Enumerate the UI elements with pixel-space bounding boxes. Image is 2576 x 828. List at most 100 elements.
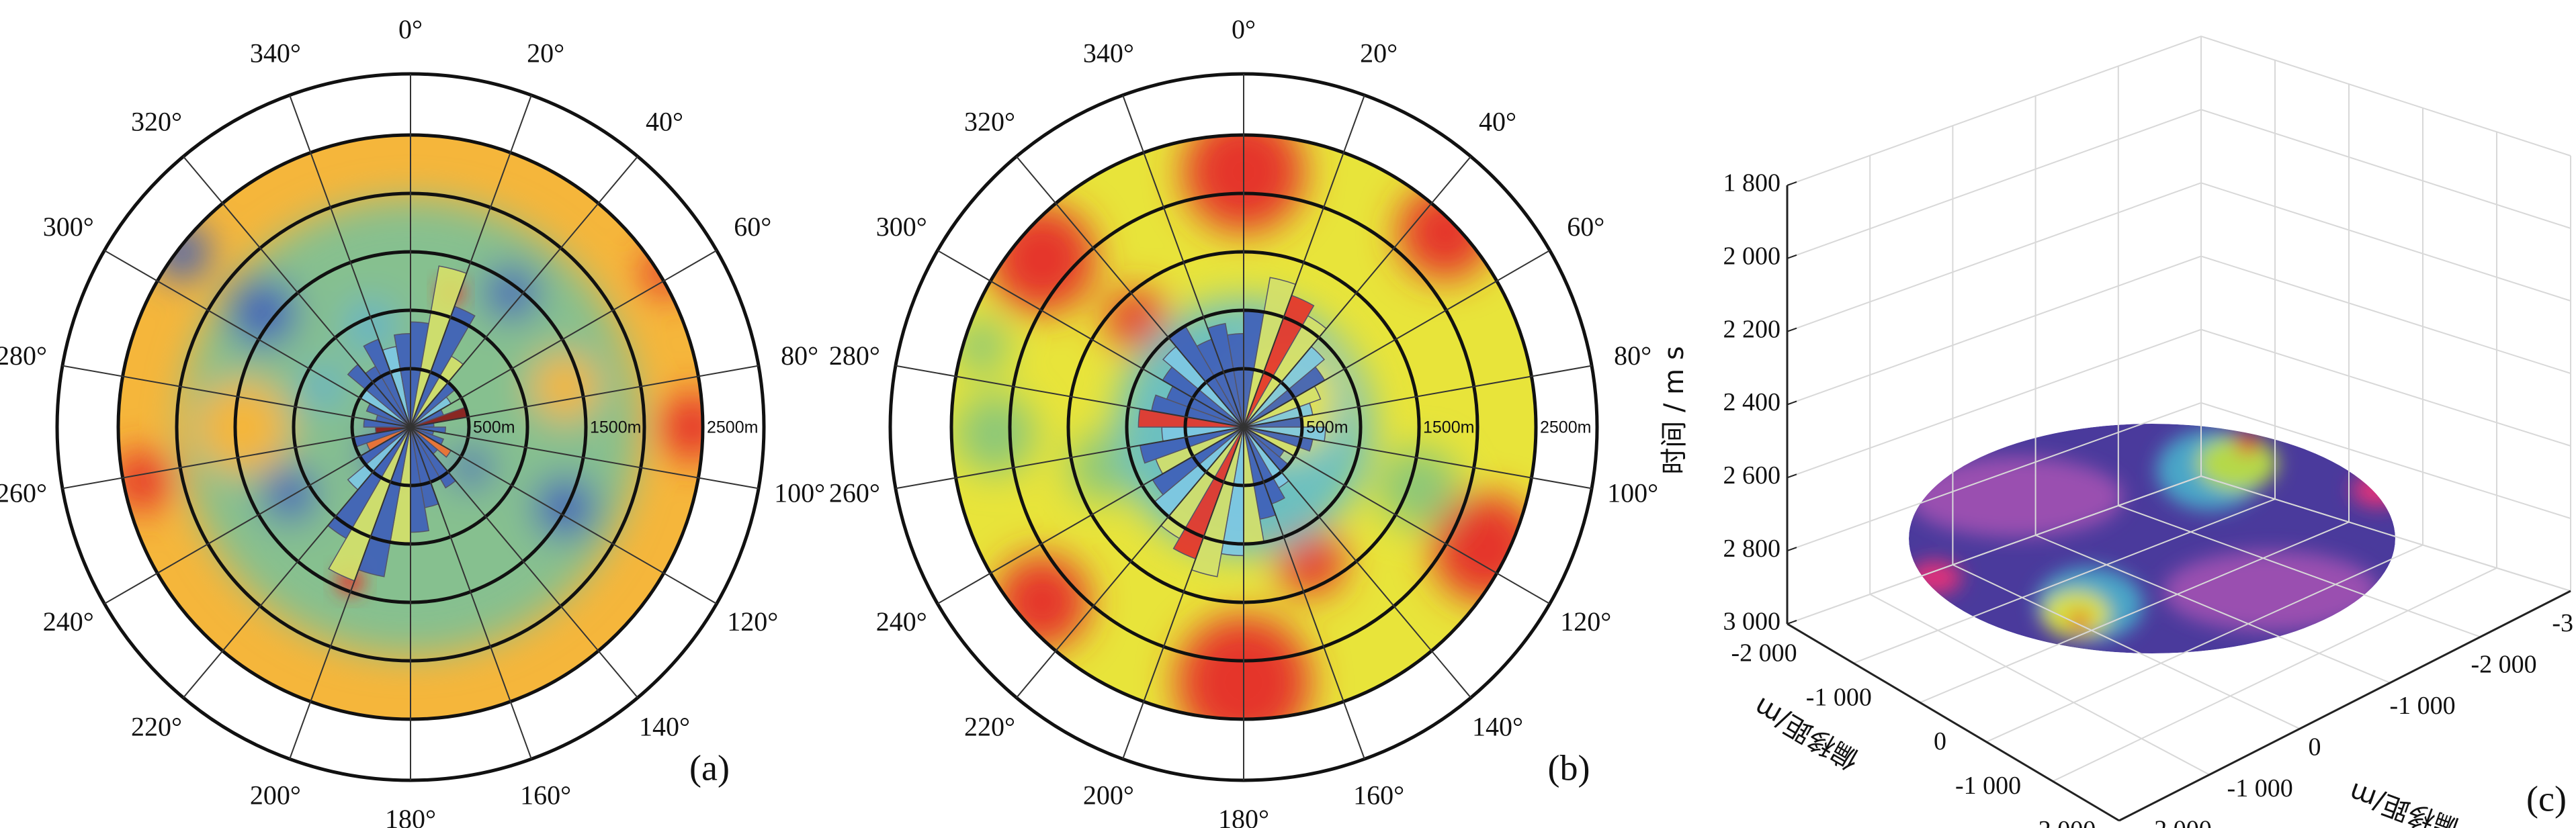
- x-tick-label: -2 000: [1731, 639, 1797, 667]
- spoke: [937, 426, 1244, 604]
- theta-tick-label: 80°: [781, 340, 818, 371]
- y-tick-label: -2 000: [2146, 816, 2212, 828]
- z-tick-label: 2 000: [1723, 242, 1781, 271]
- z-tick-label: 2 600: [1723, 461, 1781, 490]
- x-axis: [1787, 623, 2120, 822]
- spoke: [1243, 365, 1592, 428]
- spoke: [1122, 95, 1244, 428]
- r-tick-label: 1500m: [1423, 418, 1474, 437]
- theta-tick-label: 120°: [1560, 606, 1611, 637]
- r-tick-label: 1500m: [590, 418, 641, 437]
- spoke: [62, 426, 411, 490]
- theta-tick-label: 0°: [1232, 14, 1256, 44]
- theta-tick-label: 20°: [527, 38, 564, 68]
- spoke: [937, 250, 1244, 428]
- grid-line: [1787, 475, 2571, 625]
- grid-line: [1787, 109, 2571, 259]
- theta-tick-label: 300°: [876, 212, 927, 242]
- grid-line: [1787, 402, 2571, 552]
- floor-grid: [1985, 544, 2423, 743]
- spoke: [183, 156, 411, 428]
- theta-tick-label: 0°: [398, 14, 423, 44]
- spoke: [103, 250, 411, 428]
- theta-tick-label: 280°: [0, 340, 47, 371]
- spoke: [410, 426, 638, 698]
- r-tick-label: 2500m: [707, 418, 758, 437]
- x-tick-label: -1 000: [1806, 683, 1872, 711]
- y-axis: [2118, 590, 2571, 822]
- floor-grid: [1869, 594, 2210, 776]
- z-tick-label: 2 800: [1723, 535, 1781, 563]
- floor-grid: [2035, 535, 2391, 684]
- theta-tick-label: 180°: [1218, 804, 1269, 828]
- spoke: [1243, 426, 1365, 760]
- y-tick-label: -2 000: [2471, 650, 2536, 678]
- spoke: [410, 365, 759, 428]
- spoke: [410, 426, 718, 604]
- floor-grid: [1952, 564, 2301, 730]
- theta-tick-label: 40°: [646, 107, 683, 137]
- z-tick: [1787, 400, 1797, 406]
- z-tick: [1787, 473, 1797, 479]
- y-tick-label: 0: [2309, 733, 2321, 761]
- theta-tick-label: 340°: [250, 38, 301, 68]
- z-tick-label: 1 800: [1723, 169, 1781, 197]
- theta-tick-label: 20°: [1360, 38, 1398, 68]
- spoke: [410, 95, 532, 428]
- theta-tick-label: 160°: [520, 780, 571, 811]
- z-tick-label: 2 200: [1723, 315, 1781, 343]
- theta-tick-label: 160°: [1353, 780, 1404, 811]
- floor-grid: [2052, 567, 2497, 782]
- x-tick-label: -2 000: [2030, 816, 2096, 828]
- spoke: [1122, 426, 1244, 760]
- panel-label: (a): [689, 747, 730, 788]
- spoke: [1016, 426, 1244, 698]
- z-tick: [1787, 620, 1797, 625]
- theta-tick-label: 260°: [829, 477, 880, 508]
- grid-line: [1787, 255, 2571, 406]
- x-tick-label: -1 000: [1955, 772, 2021, 800]
- spoke: [895, 426, 1244, 490]
- floor-grid: [2118, 505, 2481, 638]
- theta-tick-label: 140°: [639, 712, 690, 742]
- spoke: [1243, 156, 1471, 428]
- theta-tick-label: 140°: [1472, 712, 1523, 742]
- theta-tick-label: 320°: [131, 107, 182, 137]
- r-tick-label: 2500m: [1540, 418, 1591, 437]
- theta-tick-label: 60°: [734, 212, 771, 242]
- theta-tick-label: 260°: [0, 477, 47, 508]
- z-axis-label: 时间 / m s: [1659, 346, 1690, 474]
- r-tick-label: 500m: [473, 418, 515, 437]
- theta-tick-label: 220°: [964, 712, 1015, 742]
- z-tick: [1787, 181, 1797, 186]
- spoke: [895, 365, 1244, 428]
- grid-line: [1787, 182, 2571, 332]
- spoke: [289, 426, 411, 760]
- spoke: [410, 156, 638, 428]
- theta-tick-label: 340°: [1083, 38, 1134, 68]
- z-tick: [1787, 547, 1797, 552]
- theta-tick-label: 180°: [385, 804, 436, 828]
- panel-label: (b): [1548, 747, 1590, 788]
- x-tick-label: 0: [1934, 727, 1946, 755]
- spoke: [1243, 95, 1365, 428]
- theta-tick-label: 100°: [1607, 477, 1658, 508]
- spoke: [62, 365, 411, 428]
- spoke: [183, 426, 411, 698]
- theta-tick-label: 280°: [829, 340, 880, 371]
- spoke: [1243, 426, 1471, 698]
- y-tick-label: -3 000: [2552, 609, 2576, 637]
- spoke: [103, 426, 411, 604]
- floor-grid: [1853, 498, 2276, 664]
- grid-line: [1787, 328, 2571, 479]
- z-tick: [1787, 327, 1797, 332]
- surface-disc: [1909, 424, 2395, 653]
- z-tick-label: 3 000: [1723, 608, 1781, 636]
- theta-tick-label: 40°: [1479, 107, 1516, 137]
- r-tick-label: 500m: [1306, 418, 1348, 437]
- theta-tick-label: 320°: [964, 107, 1015, 137]
- theta-tick-label: 80°: [1614, 340, 1651, 371]
- theta-tick-label: 220°: [131, 712, 182, 742]
- y-tick-label: -1 000: [2227, 774, 2293, 802]
